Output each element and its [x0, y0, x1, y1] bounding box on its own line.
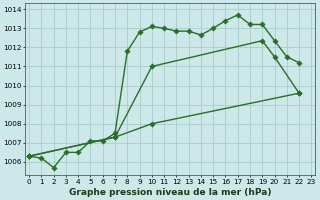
X-axis label: Graphe pression niveau de la mer (hPa): Graphe pression niveau de la mer (hPa): [69, 188, 271, 197]
